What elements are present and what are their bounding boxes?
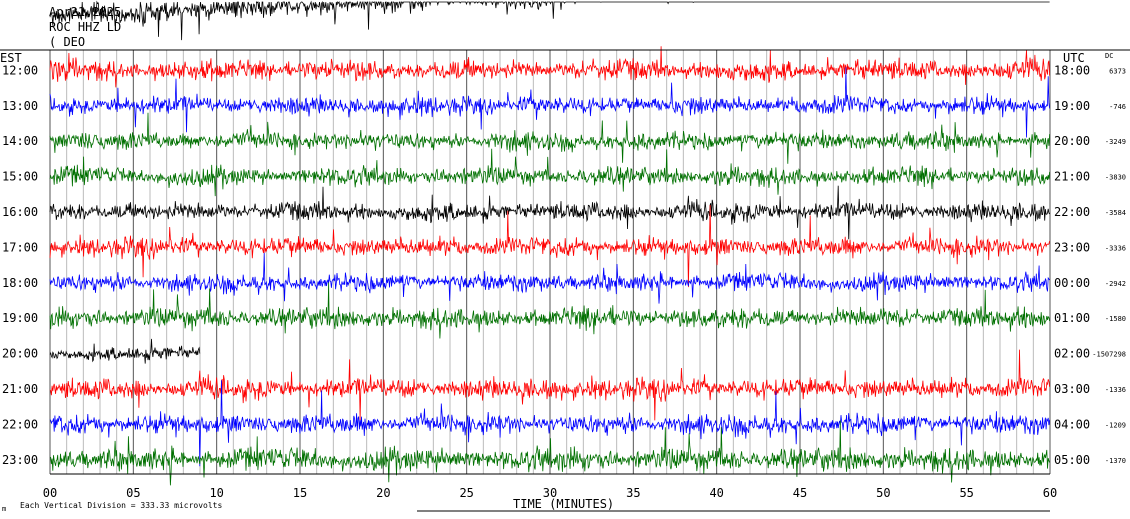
vertical-division-footnote: Each Vertical Division = 333.33 microvol… (20, 501, 222, 510)
x-tick-60: 60 (1043, 486, 1057, 500)
trace-1600 (49, 185, 1050, 240)
trace-2000 (49, 338, 201, 364)
est-label-1500: 15:00 (2, 170, 38, 184)
trace-2100 (49, 349, 1050, 421)
utc-label-0500: 05:00 (1054, 453, 1090, 467)
dc-label-2000: -1507298 (1092, 351, 1126, 359)
dc-axis-label: DC (1105, 52, 1113, 60)
est-axis-label: EST (0, 51, 22, 65)
trace-1500 (49, 148, 1050, 197)
dc-label-1500: -3830 (1105, 174, 1126, 182)
x-tick-50: 50 (876, 486, 890, 500)
header-station: ROC HHZ LD (49, 20, 121, 34)
utc-axis-label: UTC (1063, 51, 1085, 65)
est-label-2200: 22:00 (2, 417, 38, 431)
x-tick-labels: 00 05 10 15 20 25 30 35 40 45 50 55 60 (43, 486, 1057, 500)
x-tick-35: 35 (626, 486, 640, 500)
corner-mark: m (2, 505, 6, 513)
est-label-1300: 13:00 (2, 99, 38, 113)
utc-label-0000: 00:00 (1054, 276, 1090, 290)
x-tick-40: 40 (709, 486, 723, 500)
x-tick-30: 30 (543, 486, 557, 500)
x-tick-45: 45 (793, 486, 807, 500)
dc-label-1600: -3584 (1105, 209, 1126, 217)
utc-label-1800: 18:00 (1054, 63, 1090, 77)
trace-1100 (49, 0, 1050, 41)
est-hour-labels: 12:00 13:00 14:00 15:00 16:00 17:00 18:00 19:00… (2, 63, 38, 466)
dc-offset-labels: 6373 -746 -3249 -3830 -3584 -3336 -2942 -1580 -1… (1092, 67, 1126, 464)
dc-label-1700: -3336 (1105, 244, 1126, 252)
x-tick-10: 10 (209, 486, 223, 500)
dc-label-2300: -1370 (1105, 457, 1126, 465)
dc-label-1400: -3249 (1105, 138, 1126, 146)
trace-1700 (49, 204, 1050, 288)
est-label-1700: 17:00 (2, 240, 38, 254)
trace-1900 (49, 282, 1050, 339)
est-label-2100: 21:00 (2, 382, 38, 396)
x-tick-25: 25 (459, 486, 473, 500)
utc-label-0100: 01:00 (1054, 311, 1090, 325)
dc-label-1300: -746 (1109, 103, 1126, 111)
dc-label-1800: -2942 (1105, 280, 1126, 288)
utc-label-2300: 23:00 (1054, 240, 1090, 254)
x-tick-05: 05 (126, 486, 140, 500)
trace-1300 (49, 67, 1050, 138)
est-label-1900: 19:00 (2, 311, 38, 325)
utc-label-1900: 19:00 (1054, 99, 1090, 113)
utc-label-2200: 22:00 (1054, 205, 1090, 219)
utc-label-0200: 02:00 (1054, 347, 1090, 361)
trace-1800 (49, 252, 1050, 304)
est-label-1800: 18:00 (2, 276, 38, 290)
trace-2300 (49, 420, 1050, 486)
est-label-2300: 23:00 (2, 453, 38, 467)
x-tick-00: 00 (43, 486, 57, 500)
x-tick-20: 20 (376, 486, 390, 500)
x-tick-55: 55 (959, 486, 973, 500)
minute-grid (49, 50, 1051, 474)
est-label-1600: 16:00 (2, 205, 38, 219)
header-extra: ( DEO (49, 35, 85, 49)
x-tick-15: 15 (293, 486, 307, 500)
dc-label-2100: -1336 (1105, 386, 1126, 394)
utc-hour-labels: 18:00 19:00 20:00 21:00 22:00 23:00 00:00 01:00… (1054, 63, 1090, 466)
utc-label-0400: 04:00 (1054, 417, 1090, 431)
x-axis-title: TIME (MINUTES) (513, 497, 614, 511)
header-date: Apr21,2025 (49, 5, 121, 19)
est-label-1200: 12:00 (2, 63, 38, 77)
seismic-traces (49, 0, 1050, 486)
est-label-1400: 14:00 (2, 134, 38, 148)
trace-2200 (49, 380, 1050, 467)
dc-label-1900: -1580 (1105, 315, 1126, 323)
est-label-2000: 20:00 (2, 347, 38, 361)
utc-label-0300: 03:00 (1054, 382, 1090, 396)
dc-label-1200: 6373 (1109, 67, 1126, 75)
utc-label-2000: 20:00 (1054, 134, 1090, 148)
dc-label-2200: -1209 (1105, 421, 1126, 429)
trace-1400 (49, 112, 1050, 164)
utc-label-2100: 21:00 (1054, 170, 1090, 184)
trace-1200 (49, 46, 1050, 88)
